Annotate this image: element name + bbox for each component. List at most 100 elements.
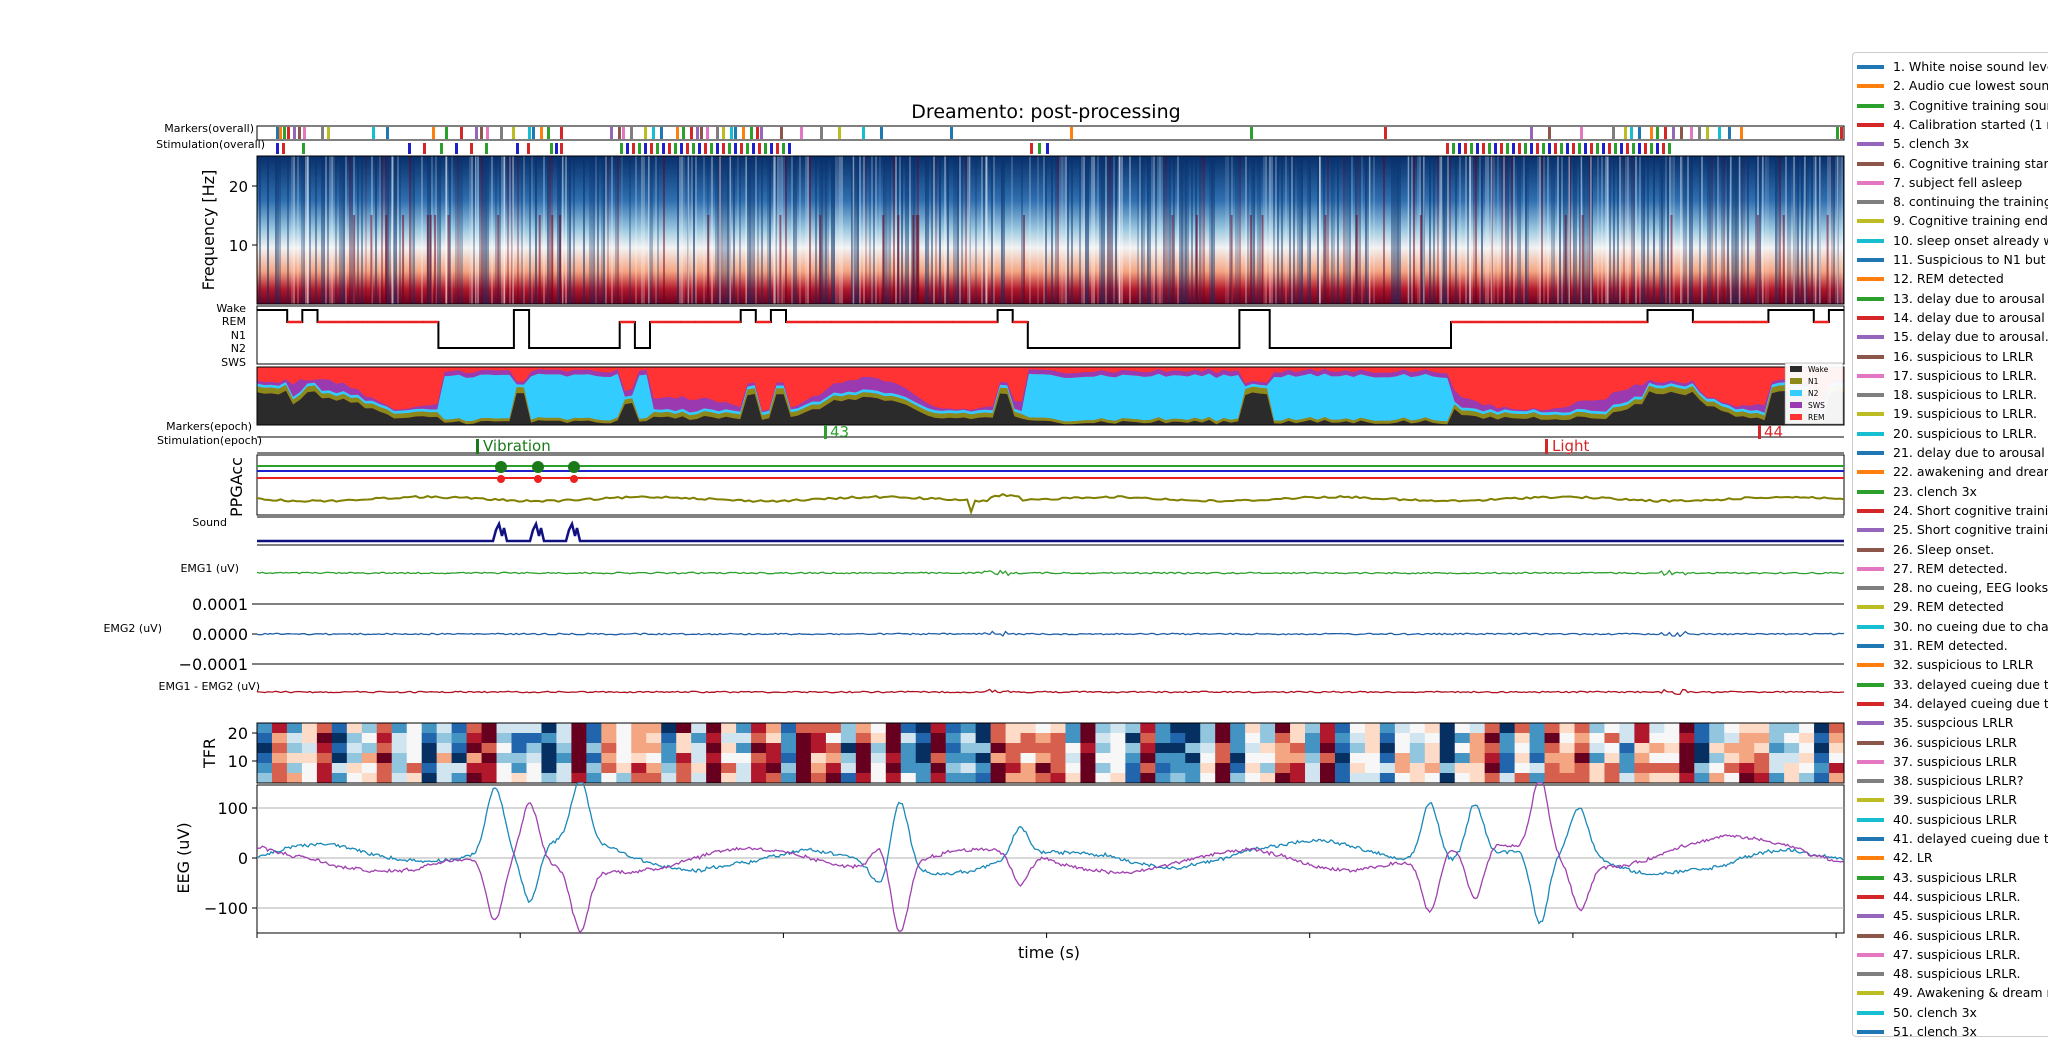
- tfr-cell: [1245, 763, 1261, 774]
- spectrogram-stripe: [1083, 156, 1085, 304]
- marker-overall-tick: [303, 127, 306, 139]
- marker-overall-tick: [528, 127, 531, 139]
- spectrogram-artifact: [1423, 156, 1425, 304]
- tfr-cell: [736, 753, 752, 764]
- tfr-cell: [661, 733, 677, 744]
- prob-legend-sws: SWS: [1808, 401, 1825, 410]
- spectrogram-stripe: [859, 156, 861, 304]
- tfr-cell: [1050, 773, 1066, 784]
- spectrogram-stripe: [1817, 156, 1819, 304]
- tfr-cell: [1499, 723, 1516, 734]
- tfr-cell: [391, 763, 408, 774]
- legend-swatch: [1857, 856, 1884, 861]
- spectrogram-stripe: [1373, 156, 1375, 304]
- tfr-cell: [781, 743, 797, 754]
- spectrogram-stripe: [1367, 156, 1369, 304]
- tfr-cell: [1170, 753, 1186, 764]
- spectrogram-stripe: [1139, 156, 1141, 304]
- hypnogram-axes: [256, 305, 1845, 365]
- tfr-cell: [1334, 743, 1351, 754]
- spectrogram-stripe: [1765, 156, 1767, 304]
- tfr-cell: [1529, 753, 1546, 764]
- spectrogram-stripe: [1183, 156, 1185, 304]
- tfr-cell: [1769, 773, 1785, 784]
- spectrogram-stripe: [1337, 156, 1339, 304]
- tfr-cell: [316, 773, 333, 784]
- spectrogram-stripe: [1273, 156, 1275, 304]
- tfr-cell: [646, 723, 662, 734]
- tfr-cell: [331, 763, 348, 774]
- stimulation-overall-label: Stimulation(overall): [156, 138, 265, 151]
- marker-overall-tick: [660, 127, 663, 139]
- tfr-cell: [1559, 753, 1576, 764]
- spectrogram-stripe: [1277, 156, 1279, 304]
- legend-swatch: [1857, 373, 1884, 378]
- tfr-cell: [1709, 763, 1725, 774]
- spectrogram-stripe: [1541, 156, 1543, 304]
- tfr-cell: [736, 743, 752, 754]
- stimulation-overall-tick: [1560, 143, 1563, 154]
- tfr-cell: [1679, 733, 1695, 744]
- spectrogram-stripe: [421, 156, 423, 304]
- tfr-cell: [1155, 773, 1171, 784]
- tfr-cell: [1005, 733, 1022, 744]
- spectrogram-stripe: [335, 156, 337, 304]
- tfr-cell: [721, 773, 737, 784]
- spectrogram-stripe: [641, 156, 643, 304]
- spectrogram-stripe: [1361, 156, 1363, 304]
- tfr-cell: [1484, 763, 1501, 774]
- tfr-ytick-10: 10: [228, 752, 248, 771]
- spectrogram-stripe: [1467, 156, 1469, 304]
- tfr-cell: [376, 763, 393, 774]
- tfr-cell: [1589, 723, 1605, 734]
- spectrogram-stripe: [1733, 156, 1735, 304]
- legend-label: 41. delayed cueing due t: [1893, 831, 2048, 846]
- spectrogram-stripe: [1209, 156, 1211, 304]
- spectrogram-stripe: [1037, 156, 1039, 304]
- legend-label: 19. suspicious to LRLR.: [1893, 406, 2037, 422]
- spectrogram-stripe: [547, 156, 549, 304]
- spectrogram-stripe: [953, 156, 955, 304]
- tfr-cell: [1574, 733, 1590, 744]
- tfr-cell: [1739, 773, 1755, 784]
- legend-label: 7. subject fell asleep: [1893, 174, 2023, 190]
- stimulation-overall-tick: [1464, 143, 1467, 154]
- spectrogram-stripe: [1155, 156, 1157, 304]
- spectrogram-stripe: [343, 156, 345, 304]
- spectrogram-stripe: [437, 156, 439, 304]
- tfr-cell: [1290, 753, 1306, 764]
- tfr-cell: [676, 743, 692, 754]
- legend-swatch: [1857, 65, 1884, 69]
- legend-swatch: [1857, 161, 1884, 166]
- spectrogram-stripe: [603, 156, 605, 304]
- tfr-cell: [676, 753, 692, 764]
- spectrogram-burst: [1355, 215, 1358, 304]
- stimulation-overall-tick: [770, 143, 773, 154]
- spectrogram-stripe: [1591, 156, 1593, 304]
- tfr-cell: [676, 763, 692, 774]
- spectrogram-stripe: [1289, 156, 1291, 304]
- tfr-cell: [1694, 743, 1710, 754]
- spectrogram-stripe: [1199, 156, 1201, 304]
- tfr-cell: [346, 753, 363, 764]
- tfr-cell: [451, 753, 468, 764]
- legend-swatch: [1857, 837, 1884, 841]
- marker-overall-tick: [880, 127, 883, 139]
- spectrogram-burst: [551, 215, 554, 304]
- tfr-cell: [1709, 743, 1725, 754]
- tfr-cell: [1454, 723, 1471, 734]
- tfr-cell: [676, 723, 692, 734]
- tfr-cell: [556, 723, 572, 734]
- spectrogram-stripe: [761, 156, 763, 304]
- spectrogram-stripe: [1479, 156, 1481, 304]
- spectrogram-artifact: [1118, 156, 1120, 304]
- spectrogram-stripe: [595, 156, 597, 304]
- spectrogram-stripe: [1129, 156, 1131, 304]
- spectrogram-stripe: [301, 156, 303, 304]
- tfr-cell: [1050, 763, 1066, 774]
- spectrogram-artifact: [1804, 156, 1806, 304]
- tfr-cell: [376, 743, 393, 754]
- tfr-cell: [1349, 753, 1366, 764]
- tfr-cell: [721, 723, 737, 734]
- spectrogram-stripe: [591, 156, 593, 304]
